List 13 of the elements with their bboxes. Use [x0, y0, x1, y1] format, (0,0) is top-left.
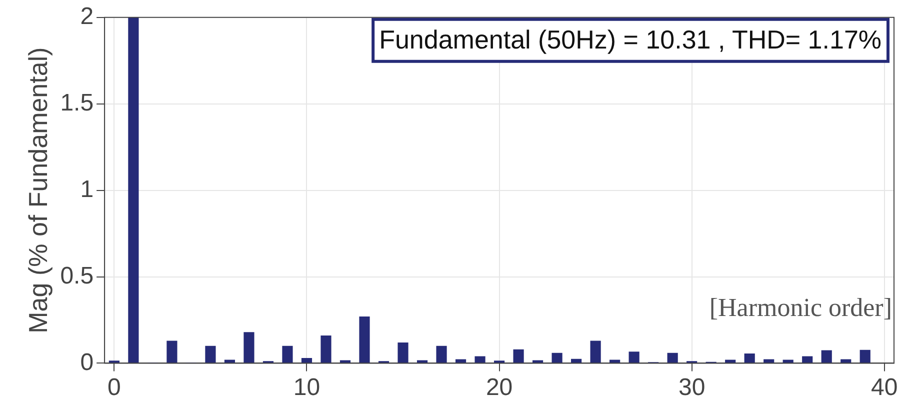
y-tick-label: 0	[80, 348, 94, 376]
y-tick-label: 0.5	[60, 262, 94, 290]
y-tick-label: 1	[80, 176, 94, 203]
x-tick-label: 20	[486, 374, 513, 402]
annotation: Fundamental (50Hz) = 10.31 , THD= 1.17%	[379, 24, 882, 55]
y-tick-label: 2	[80, 3, 94, 30]
annotation: [Harmonic order]	[709, 293, 892, 322]
y-axis-title: Mag (% of Fundamental)	[22, 47, 53, 334]
x-tick-label: 30	[678, 374, 706, 402]
y-tick-label: 1.5	[60, 89, 94, 116]
x-tick-label: 0	[108, 374, 121, 402]
x-tick-label: 10	[293, 374, 320, 402]
x-tick-label: 40	[871, 374, 898, 402]
